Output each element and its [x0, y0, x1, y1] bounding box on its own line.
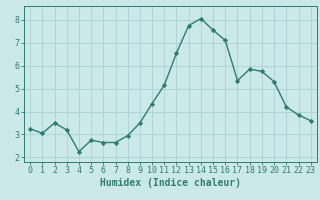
- X-axis label: Humidex (Indice chaleur): Humidex (Indice chaleur): [100, 178, 241, 188]
